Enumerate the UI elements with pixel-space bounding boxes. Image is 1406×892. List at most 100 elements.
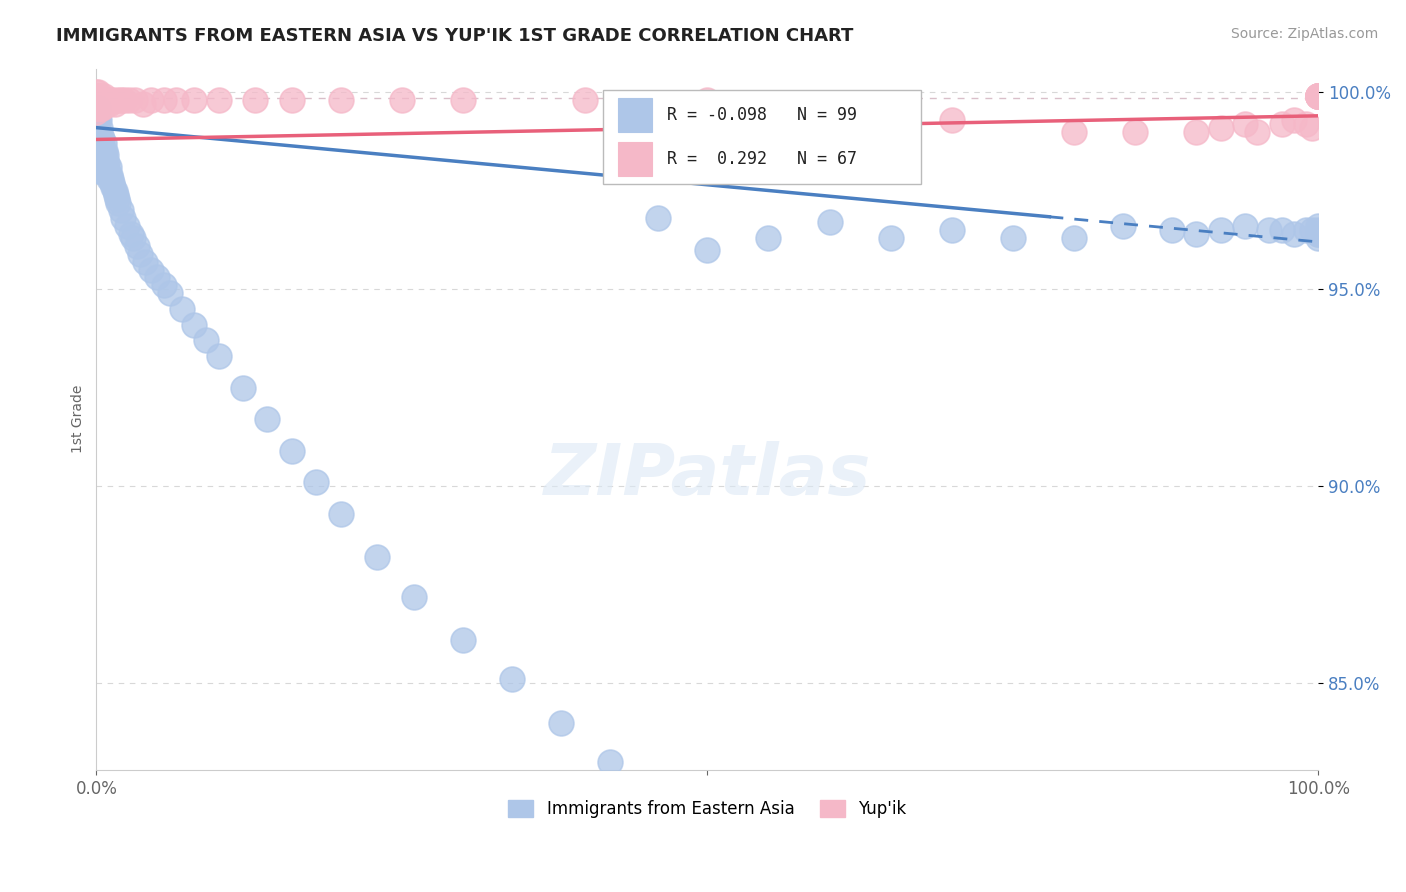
Point [90, 148, 112, 162]
Point [94, 156, 117, 170]
Point [87, 145, 110, 159]
Point [124, 93, 146, 107]
Legend: Immigrants from Eastern Asia, Yup'ik: Immigrants from Eastern Asia, Yup'ik [502, 793, 912, 825]
Point [100, 172, 122, 186]
Point [329, 93, 352, 107]
Point [1308, 89, 1330, 103]
Point [1282, 112, 1305, 127]
Point [87, 101, 110, 115]
Point [87, 132, 110, 146]
Point [89, 152, 111, 166]
Point [90, 136, 112, 151]
Point [91, 93, 114, 107]
Point [1308, 89, 1330, 103]
Point [1271, 223, 1294, 237]
Point [86, 132, 108, 146]
Point [96, 164, 118, 178]
Point [91, 156, 114, 170]
Point [1308, 219, 1330, 234]
Point [256, 412, 278, 426]
Point [90, 101, 112, 115]
FancyBboxPatch shape [619, 142, 652, 176]
Point [86, 101, 108, 115]
Point [118, 93, 141, 107]
Point [696, 243, 718, 257]
Point [232, 381, 254, 395]
Point [1271, 117, 1294, 131]
Point [104, 97, 127, 112]
Point [1185, 227, 1208, 241]
Point [86, 101, 108, 115]
Point [818, 97, 841, 112]
Point [112, 211, 135, 226]
Point [501, 673, 523, 687]
Point [86, 145, 108, 159]
Point [1233, 219, 1256, 234]
Point [165, 93, 187, 107]
Point [114, 93, 136, 107]
Point [86, 89, 108, 103]
Point [89, 93, 111, 107]
Point [105, 192, 128, 206]
Point [818, 215, 841, 229]
Point [101, 176, 124, 190]
Point [550, 715, 572, 730]
Point [90, 160, 112, 174]
Point [129, 246, 152, 260]
Y-axis label: 1st Grade: 1st Grade [72, 385, 86, 453]
Point [91, 145, 114, 159]
Point [86, 97, 108, 112]
Point [141, 262, 163, 277]
Point [94, 97, 117, 112]
Point [1112, 219, 1135, 234]
Point [104, 187, 127, 202]
Point [146, 270, 169, 285]
Point [1185, 125, 1208, 139]
Point [94, 93, 117, 107]
Point [86, 85, 108, 99]
Point [93, 160, 115, 174]
Point [1301, 120, 1323, 135]
Point [87, 125, 110, 139]
Point [89, 145, 111, 159]
Point [1308, 89, 1330, 103]
Point [87, 89, 110, 103]
Point [183, 318, 205, 332]
FancyBboxPatch shape [603, 89, 921, 185]
Point [183, 93, 205, 107]
Point [110, 203, 132, 218]
Point [86, 93, 108, 107]
Point [159, 286, 181, 301]
Point [647, 211, 669, 226]
Point [281, 93, 304, 107]
Point [97, 160, 120, 174]
Point [329, 507, 352, 521]
Text: ZIPatlas: ZIPatlas [544, 441, 870, 510]
Point [1308, 223, 1330, 237]
Point [1308, 89, 1330, 103]
Point [86, 125, 108, 139]
Point [87, 164, 110, 178]
Point [599, 755, 621, 769]
Text: R =  0.292   N = 67: R = 0.292 N = 67 [666, 150, 858, 168]
Point [96, 93, 118, 107]
Point [98, 93, 121, 107]
Text: IMMIGRANTS FROM EASTERN ASIA VS YUP'IK 1ST GRADE CORRELATION CHART: IMMIGRANTS FROM EASTERN ASIA VS YUP'IK 1… [56, 27, 853, 45]
Point [1308, 231, 1330, 245]
Text: Source: ZipAtlas.com: Source: ZipAtlas.com [1230, 27, 1378, 41]
Point [207, 93, 229, 107]
Point [134, 254, 156, 268]
Point [107, 195, 129, 210]
Point [86, 152, 108, 166]
Point [94, 148, 117, 162]
Point [86, 152, 108, 166]
Point [97, 97, 120, 112]
Point [86, 89, 108, 103]
Point [1258, 223, 1281, 237]
Point [98, 168, 121, 182]
FancyBboxPatch shape [619, 98, 652, 132]
Point [115, 219, 138, 234]
Point [93, 136, 115, 151]
Point [87, 112, 110, 127]
Point [1282, 227, 1305, 241]
